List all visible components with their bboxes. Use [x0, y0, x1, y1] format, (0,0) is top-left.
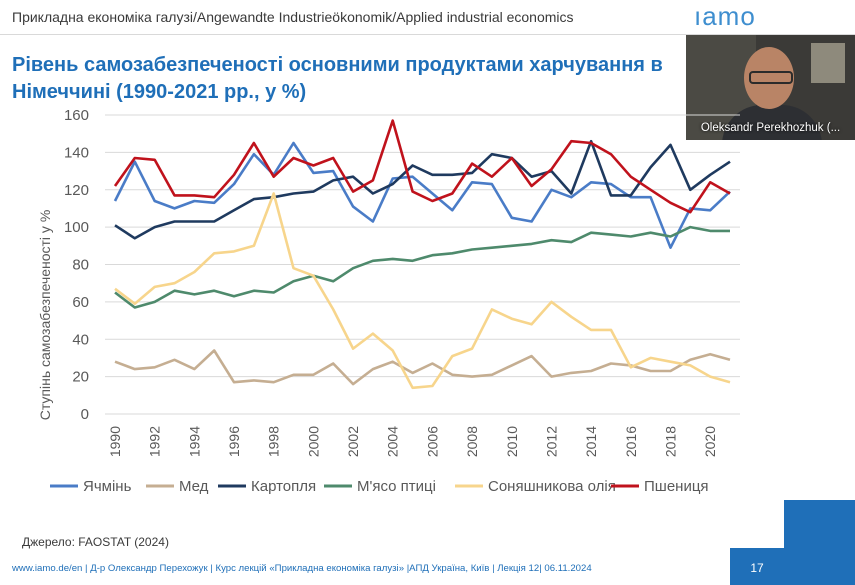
y-axis-label: Ступінь самозабезпеченості у % — [37, 210, 53, 421]
y-tick-label: 40 — [72, 331, 89, 348]
x-tick-label: 2014 — [583, 426, 599, 457]
participant-video-tile[interactable]: Oleksandr Perekhozhuk (... — [686, 35, 855, 140]
iamo-logo: ıamo — [694, 1, 756, 31]
x-tick-label: 2018 — [662, 426, 678, 457]
x-tick-label: 2012 — [543, 426, 559, 457]
legend-label: Мед — [179, 478, 209, 495]
slide-header: Прикладна економіка галузі/Angewandte In… — [0, 0, 855, 35]
x-tick-label: 2002 — [345, 426, 361, 457]
chart-gridlines — [105, 114, 740, 415]
x-tick-label: 2008 — [464, 426, 480, 457]
x-axis-tick-labels: 1990 1992 1994 1996 1998 2000 2002 2004 2006 2008… — [107, 426, 718, 457]
y-axis-tick-labels: 0 20 40 60 80 100 120 140 160 — [64, 107, 89, 423]
footer-text: www.iamo.de/en | Д-р Олександр Перехожук… — [12, 563, 592, 574]
x-tick-label: 1998 — [266, 426, 282, 457]
course-title: Прикладна економіка галузі/Angewandte In… — [12, 9, 574, 25]
y-tick-label: 160 — [64, 107, 89, 124]
x-tick-label: 2000 — [305, 426, 321, 457]
x-tick-label: 2006 — [424, 426, 440, 457]
x-tick-label: 1994 — [186, 426, 202, 457]
series-line — [113, 119, 731, 214]
series-line — [114, 349, 731, 386]
y-tick-label: 80 — [72, 257, 89, 274]
legend-label: Картопля — [251, 478, 316, 495]
chart-legend: Ячмінь Мед Картопля М'ясо птиці Соняшникова … — [50, 478, 709, 495]
legend-label: Соняшникова олія — [488, 478, 616, 495]
x-tick-label: 2020 — [702, 426, 718, 457]
y-tick-label: 140 — [64, 144, 89, 161]
x-tick-label: 1996 — [226, 426, 242, 457]
y-tick-label: 120 — [64, 182, 89, 199]
series-line — [114, 225, 730, 309]
legend-label: Ячмінь — [83, 478, 132, 495]
series-line — [114, 192, 731, 390]
source-note: Джерело: FAOSTAT (2024) — [22, 535, 169, 549]
y-tick-label: 60 — [72, 294, 89, 311]
participant-glasses — [749, 71, 793, 84]
x-tick-label: 1990 — [107, 426, 123, 457]
legend-label: Пшениця — [644, 478, 709, 495]
x-tick-label: 2016 — [623, 426, 639, 457]
y-tick-label: 20 — [72, 369, 89, 386]
x-tick-label: 2010 — [504, 426, 520, 457]
x-tick-label: 1992 — [147, 426, 163, 457]
video-background-frame — [811, 43, 845, 83]
legend-label: М'ясо птиці — [357, 478, 436, 495]
participant-name-label: Oleksandr Perekhozhuk (... — [700, 122, 841, 134]
page-number-box: 17 — [730, 548, 784, 585]
chart-series-lines — [113, 119, 731, 390]
slide-corner-block — [784, 500, 855, 585]
page-number: 17 — [750, 561, 764, 575]
series-line — [114, 139, 731, 240]
x-tick-label: 2004 — [385, 426, 401, 457]
y-tick-label: 100 — [64, 219, 89, 236]
y-tick-label: 0 — [81, 406, 89, 423]
slide-title: Рівень самозабезпеченості основними прод… — [12, 54, 663, 103]
participant-face — [744, 47, 794, 109]
